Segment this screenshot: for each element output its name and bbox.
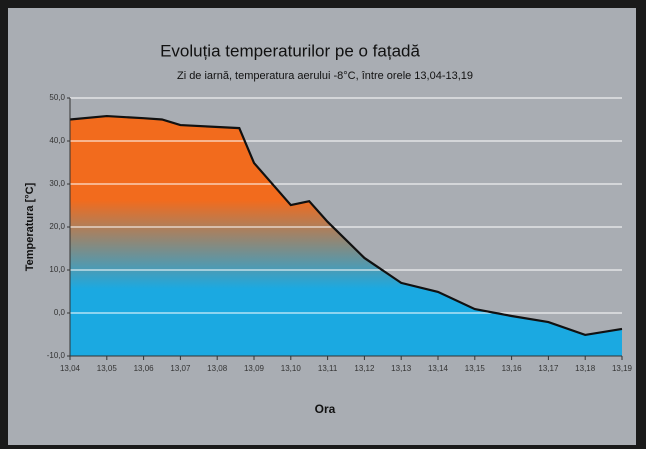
x-tick-label: 13,18 — [575, 364, 596, 373]
x-tick-label: 13,04 — [60, 364, 81, 373]
chart-title: Evoluția temperaturilor pe o fațadă — [160, 41, 420, 60]
x-tick-label: 13,16 — [502, 364, 523, 373]
x-tick-label: 13,12 — [354, 364, 375, 373]
y-tick-label: 50,0 — [49, 93, 65, 102]
area-fill — [70, 116, 622, 356]
x-tick-label: 13,17 — [538, 364, 559, 373]
y-tick-label: 0,0 — [54, 308, 66, 317]
x-tick-label: 13,13 — [391, 364, 412, 373]
x-tick-label: 13,15 — [465, 364, 486, 373]
x-tick-label: 13,14 — [428, 364, 449, 373]
x-tick-label: 13,07 — [170, 364, 191, 373]
x-tick-label: 13,19 — [612, 364, 633, 373]
area-line — [69, 114, 623, 337]
y-tick-label: 20,0 — [49, 222, 65, 231]
x-tick-label: 13,08 — [207, 364, 228, 373]
x-tick-label: 13,10 — [281, 364, 302, 373]
x-tick-label: 13,09 — [244, 364, 265, 373]
x-tick-label: 13,11 — [318, 364, 338, 373]
y-tick-label: 10,0 — [49, 265, 65, 274]
x-axis-label: Ora — [315, 402, 336, 416]
x-tick-label: 13,05 — [97, 364, 118, 373]
y-tick-label: -10,0 — [47, 351, 66, 360]
x-tick-label: 13,06 — [134, 364, 155, 373]
y-tick-label: 40,0 — [49, 136, 65, 145]
chart-subtitle: Zi de iarnă, temperatura aerului -8°C, î… — [177, 70, 473, 82]
y-axis-label: Temperatura [°C] — [24, 182, 36, 271]
y-tick-label: 30,0 — [49, 179, 65, 188]
